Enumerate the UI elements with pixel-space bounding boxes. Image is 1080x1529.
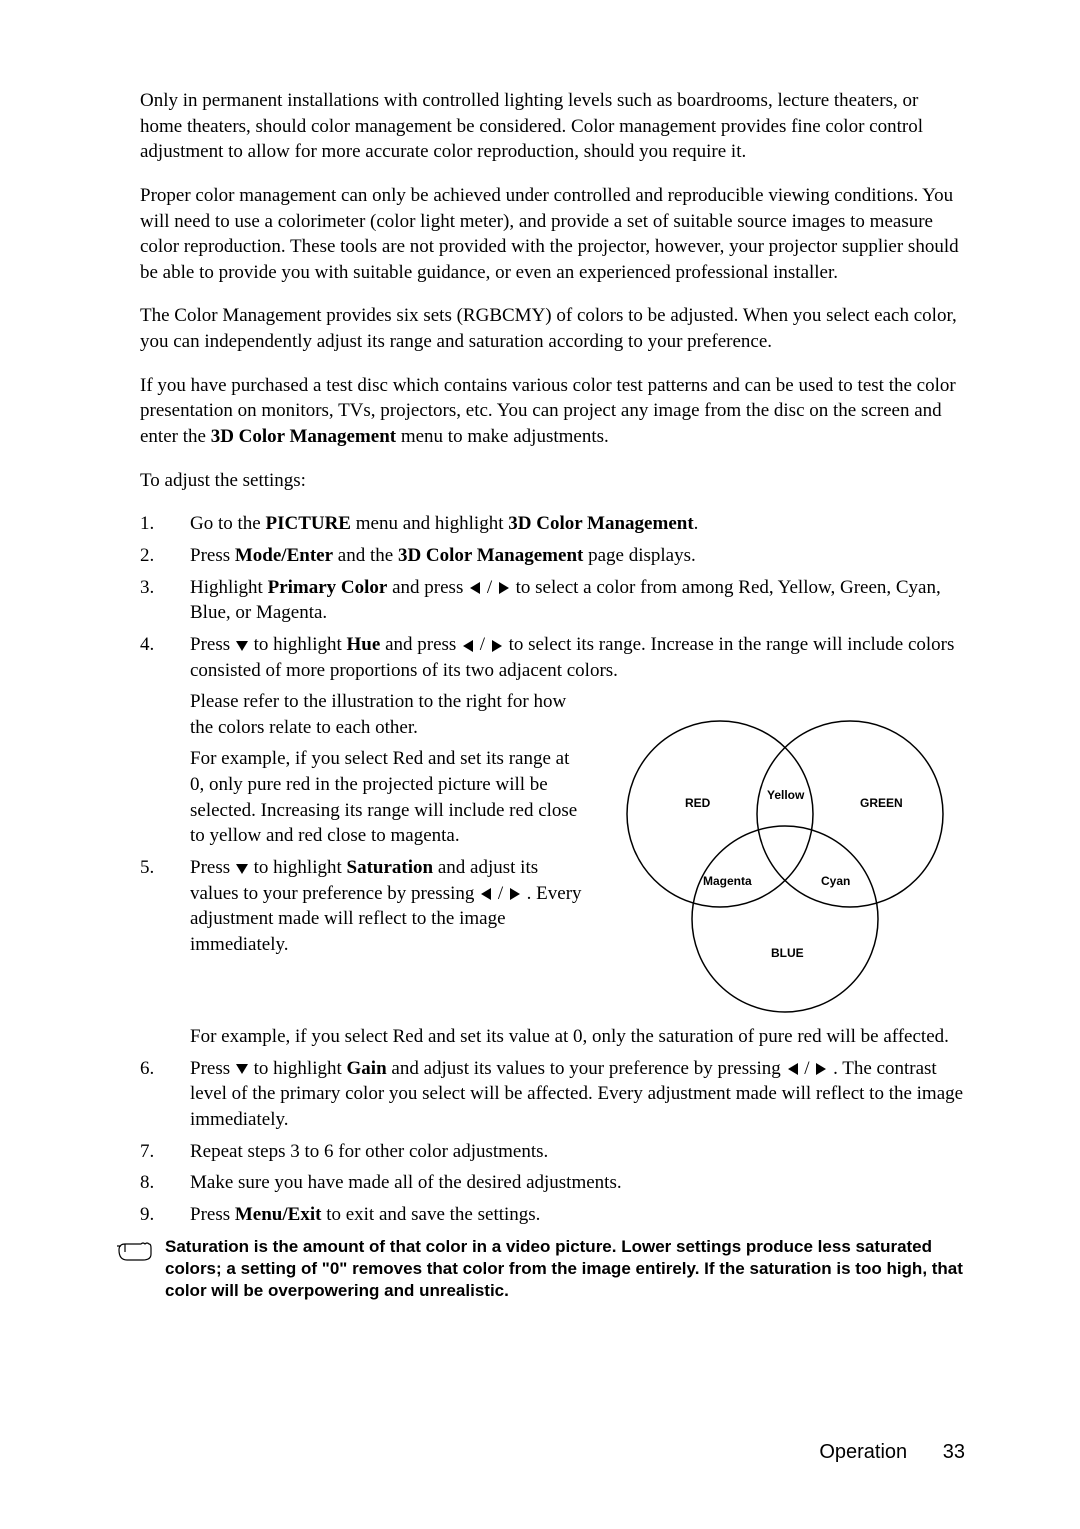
wrap-text-2: For example, if you select Red and set i… [190,746,585,849]
step-8: 8. Make sure you have made all of the de… [140,1170,965,1196]
step-9: 9. Press Menu/Exit to exit and save the … [140,1202,965,1228]
label-yellow: Yellow [767,788,805,802]
paragraph-4: If you have purchased a test disc which … [140,373,965,450]
step-1: 1. Go to the PICTURE menu and highlight … [140,511,965,537]
section-label: Operation [819,1441,907,1463]
arrow-right-icon [497,581,511,595]
label-magenta: Magenta [703,874,752,888]
arrow-left-icon [479,887,493,901]
step-6: 6. Press to highlight Gain and adjust it… [140,1056,965,1133]
paragraph-1: Only in permanent installations with con… [140,88,965,165]
paragraph-5: To adjust the settings: [140,468,965,494]
paragraph-3: The Color Management provides six sets (… [140,303,965,354]
step-2: 2. Press Mode/Enter and the 3D Color Man… [140,543,965,569]
wrap-section: Please refer to the illustration to the … [140,689,965,1024]
step-4: 4. Press to highlight Hue and press / to… [140,632,965,683]
arrow-down-icon [235,862,249,876]
arrow-down-icon [235,1062,249,1076]
tip-text: Saturation is the amount of that color i… [165,1236,965,1302]
wrap-text-1: Please refer to the illustration to the … [190,689,585,740]
hand-pointer-icon [115,1236,155,1269]
arrow-left-icon [468,581,482,595]
label-red: RED [685,796,711,810]
arrow-right-icon [508,887,522,901]
label-cyan: Cyan [821,874,850,888]
wrap-text-3: For example, if you select Red and set i… [190,1024,965,1050]
arrow-down-icon [235,639,249,653]
instruction-list: 1. Go to the PICTURE menu and highlight … [140,511,965,683]
step-7: 7. Repeat steps 3 to 6 for other color a… [140,1139,965,1165]
arrow-right-icon [814,1062,828,1076]
paragraph-2: Proper color management can only be achi… [140,183,965,286]
step-3: 3. Highlight Primary Color and press / t… [140,575,965,626]
page-content: Only in permanent installations with con… [0,0,1080,1302]
step-5: 5. Press to highlight Saturation and adj… [140,855,585,958]
color-venn-diagram: RED GREEN BLUE Yellow Cyan Magenta [605,689,965,1024]
label-blue: BLUE [771,946,804,960]
page-number: 33 [943,1441,965,1463]
label-green: GREEN [860,796,903,810]
arrow-left-icon [786,1062,800,1076]
arrow-left-icon [461,639,475,653]
instruction-list-cont: 6. Press to highlight Gain and adjust it… [140,1056,965,1228]
arrow-right-icon [490,639,504,653]
tip-callout: Saturation is the amount of that color i… [115,1236,965,1302]
page-footer: Operation 33 [819,1441,965,1464]
